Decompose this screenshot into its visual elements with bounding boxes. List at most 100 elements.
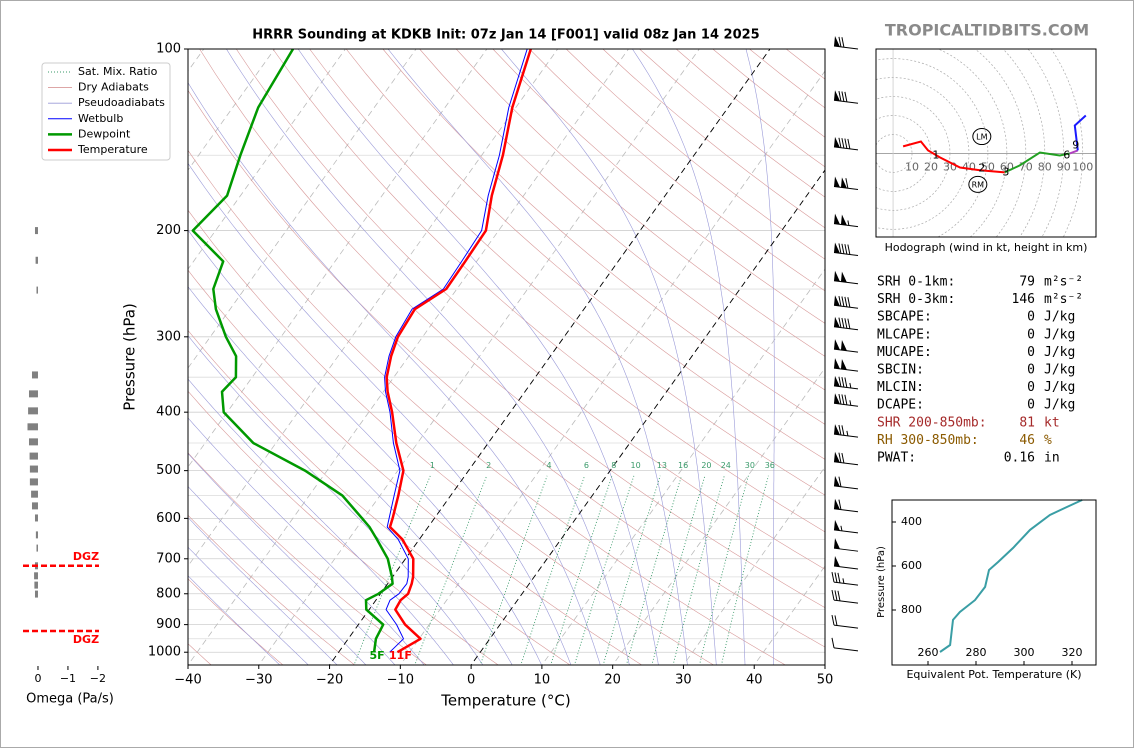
y-tick-label: 100 [156, 42, 181, 57]
omega-bar [32, 502, 38, 509]
mixing-ratio-label: 6 [584, 461, 589, 470]
ring-label: 80 [1038, 160, 1052, 173]
x-tick-label: 20 [604, 673, 621, 688]
omega-bar [29, 390, 38, 397]
y-tick-label: 900 [156, 617, 181, 632]
omega-bar [28, 407, 38, 414]
x-tick-label: 50 [817, 673, 834, 688]
stat-value: 146 [1012, 292, 1035, 307]
y-axis-label: Pressure (hPa) [876, 546, 887, 618]
height-label: 2 [978, 161, 985, 174]
stat-label: MLCAPE: [877, 327, 932, 342]
stat-label: SRH 0-3km: [877, 292, 955, 307]
stat-label: PWAT: [877, 451, 916, 466]
omega-bar [36, 531, 38, 538]
mixing-ratio-label: 20 [701, 461, 711, 470]
y-tick-label: 600 [156, 511, 181, 526]
x-tick-label: −30 [245, 673, 272, 688]
mixing-ratio-label: 16 [678, 461, 688, 470]
x-tick-label: 30 [675, 673, 692, 688]
mixing-ratio-label: 30 [745, 461, 755, 470]
y-tick-label: 800 [156, 586, 181, 601]
stat-unit: J/kg [1044, 310, 1075, 325]
mixing-ratio-label: 10 [631, 461, 641, 470]
y-tick-label: 600 [901, 559, 922, 572]
dgz-label: DGZ [73, 550, 99, 563]
legend-label: Temperature [77, 143, 148, 156]
legend-label: Dewpoint [78, 127, 131, 140]
stat-unit: kt [1044, 415, 1060, 430]
storm-motion-label: RM [972, 180, 985, 189]
stat-value: 79 [1019, 275, 1035, 290]
y-tick-label: 300 [156, 329, 181, 344]
y-tick-label: 1000 [148, 645, 181, 660]
x-tick-label: −10 [387, 673, 414, 688]
x-axis-label: Equivalent Pot. Temperature (K) [906, 668, 1081, 681]
y-tick-label: 800 [901, 603, 922, 616]
legend-label: Pseudoadiabats [78, 96, 165, 109]
ring-label: 90 [1057, 160, 1071, 173]
omega-bar [35, 591, 38, 598]
x-tick-label: 280 [966, 646, 987, 659]
mixing-ratio-label: 2 [486, 461, 491, 470]
omega-bar [36, 257, 38, 264]
stat-value: 0 [1027, 398, 1035, 413]
x-axis-label: Temperature (°C) [440, 692, 570, 710]
omega-bar [30, 478, 38, 485]
mixing-ratio-label: 4 [547, 461, 552, 470]
stat-unit: % [1044, 433, 1052, 448]
legend-label: Dry Adiabats [78, 81, 149, 94]
stat-unit: in [1044, 451, 1060, 466]
omega-bar [30, 453, 38, 460]
stat-unit: J/kg [1044, 345, 1075, 360]
y-tick-label: 400 [901, 515, 922, 528]
stat-unit: m²s⁻² [1044, 292, 1083, 307]
mixing-ratio-label: 13 [657, 461, 667, 470]
x-tick-label: 300 [1014, 646, 1035, 659]
hodograph-caption: Hodograph (wind in kt, height in km) [885, 241, 1088, 254]
stat-label: RH 300-850mb: [877, 433, 979, 448]
chart-title: HRRR Sounding at KDKB Init: 07z Jan 14 [… [252, 28, 759, 43]
omega-bar [36, 545, 37, 552]
stat-label: SRH 0-1km: [877, 275, 955, 290]
mixing-ratio-label: 1 [430, 461, 435, 470]
stat-unit: J/kg [1044, 380, 1075, 395]
stat-label: SBCAPE: [877, 310, 932, 325]
x-tick-label: −2 [90, 672, 106, 685]
omega-bar [35, 514, 38, 521]
dgz-label: DGZ [73, 633, 99, 646]
mixing-ratio-label: 24 [721, 461, 731, 470]
surface-label: 11F [389, 649, 412, 662]
x-tick-label: 40 [746, 673, 763, 688]
stat-unit: J/kg [1044, 363, 1075, 378]
x-tick-label: 0 [467, 673, 475, 688]
stat-value: 0 [1027, 327, 1035, 342]
stat-label: MUCAPE: [877, 345, 932, 360]
ring-label: 20 [924, 160, 938, 173]
stat-label: SBCIN: [877, 363, 924, 378]
surface-label: 5F [369, 649, 384, 662]
stat-value: 46 [1019, 433, 1035, 448]
ring-label: 40 [962, 160, 976, 173]
stat-value: 0 [1027, 380, 1035, 395]
stat-label: DCAPE: [877, 398, 924, 413]
x-tick-label: −40 [174, 673, 201, 688]
x-tick-label: 10 [534, 673, 551, 688]
x-tick-label: 320 [1062, 646, 1083, 659]
omega-bar [34, 572, 38, 579]
omega-bar [36, 287, 37, 294]
omega-bar [27, 423, 37, 430]
height-label: 1 [932, 148, 939, 161]
legend-label: Sat. Mix. Ratio [78, 65, 158, 78]
y-axis-label: Pressure (hPa) [121, 303, 139, 411]
stat-value: 81 [1019, 415, 1035, 430]
y-tick-label: 500 [156, 463, 181, 478]
omega-bar [30, 466, 38, 473]
y-tick-label: 700 [156, 551, 181, 566]
omega-bar [31, 491, 38, 498]
stat-value: 0 [1027, 345, 1035, 360]
omega-bar [29, 438, 38, 445]
ring-label: 10 [905, 160, 919, 173]
x-axis-label: Omega (Pa/s) [26, 692, 114, 707]
